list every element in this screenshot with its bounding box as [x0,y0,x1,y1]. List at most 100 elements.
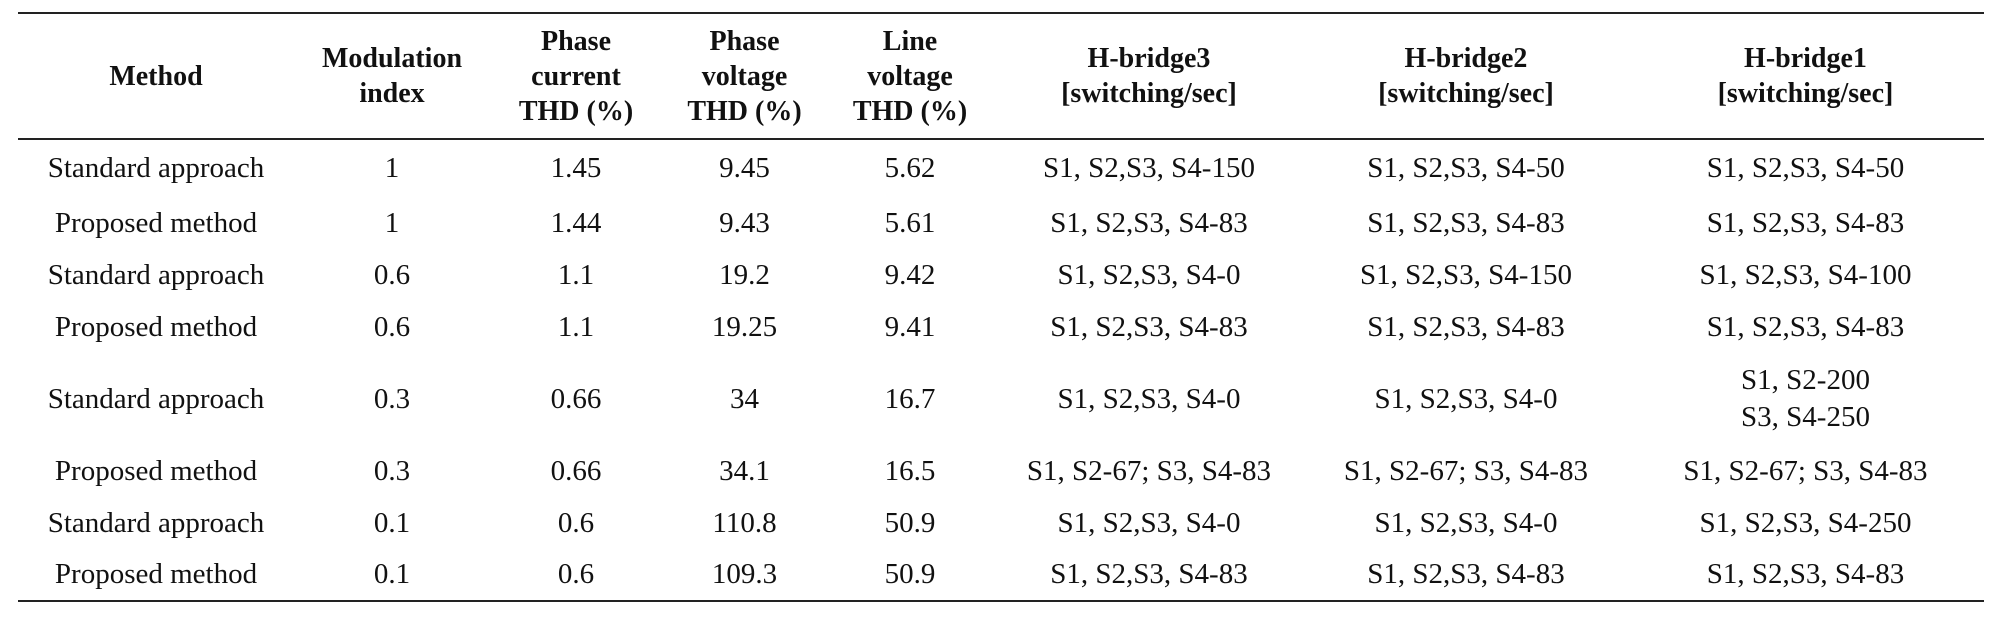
header-phase-current-thd-line-3: THD (%) [518,95,634,127]
header-phase-current-thd: Phase current THD (%) [490,12,662,140]
cell-h-bridge3: S1, S2,S3, S4-83 [1050,310,1248,343]
header-line-voltage-thd-line-2: voltage [867,60,953,92]
cell-modulation-index: 0.6 [373,310,411,343]
cell-h-bridge1: S1, S2-200 S3, S4-250 [1627,353,1984,445]
cell-h-bridge2: S1, S2,S3, S4-83 [1305,549,1627,602]
cell-modulation-index: 1 [384,206,400,239]
cell-h-bridge3: S1, S2,S3, S4-0 [1057,382,1241,415]
cell-method: Proposed method [54,310,258,343]
table-row: Proposed method 1 1.44 9.43 5.61 S1, S2,… [18,197,1984,249]
cell-method: Standard approach [47,152,265,184]
header-phase-current-thd-line-2: current [531,60,621,92]
cell-h-bridge1: S1, S2,S3, S4-100 [1699,258,1912,291]
header-h-bridge1-line-1: H-bridge1 [1744,43,1867,74]
cell-method: Proposed method [54,454,258,487]
cell-line-voltage-thd: 5.61 [884,206,936,239]
table-row: Proposed method 0.6 1.1 19.25 9.41 S1, S… [18,301,1984,353]
cell-h-bridge3: S1, S2,S3, S4-83 [1050,206,1248,239]
cell-modulation-index: 0.3 [373,454,411,487]
cell-line-voltage-thd: 50.9 [884,506,936,539]
header-line-voltage-thd-line-1: Line [882,25,938,57]
cell-phase-current-thd: 1.45 [550,152,602,184]
header-modulation-index-line-2: index [359,78,425,109]
header-phase-voltage-thd-line-2: voltage [701,60,788,92]
header-h-bridge3-line-2: [switching/sec] [1061,78,1237,109]
cell-method: Standard approach [47,258,265,291]
table-row: Standard approach 0.6 1.1 19.2 9.42 S1, … [18,249,1984,301]
header-h-bridge2-line-2: [switching/sec] [1378,78,1554,109]
cell-phase-current-thd: 0.66 [550,454,602,487]
cell-method: Standard approach [47,506,265,539]
header-phase-voltage-thd-line-1: Phase [709,25,780,57]
cell-phase-current-thd: 1.44 [550,206,602,239]
header-line-voltage-thd: Line voltage THD (%) [827,12,993,140]
cell-h-bridge2: S1, S2,S3, S4-0 [1374,382,1558,415]
cell-h-bridge1: S1, S2,S3, S4-83 [1627,549,1984,602]
header-h-bridge2: H-bridge2 [switching/sec] [1305,12,1627,140]
cell-h-bridge3: S1, S2,S3, S4-150 [1043,152,1255,184]
cell-h-bridge1-line-2: S3, S4-250 [1741,401,1870,433]
cell-line-voltage-thd: 9.42 [884,258,936,291]
cell-line-voltage-thd: 9.41 [884,310,936,343]
cell-h-bridge2: S1, S2-67; S3, S4-83 [1343,454,1589,487]
cell-line-voltage-thd: 50.9 [827,549,993,602]
header-h-bridge2-line-1: H-bridge2 [1404,43,1528,74]
cell-h-bridge2: S1, S2,S3, S4-50 [1367,152,1565,184]
cell-h-bridge3: S1, S2,S3, S4-0 [1057,506,1241,539]
cell-line-voltage-thd: 5.62 [884,152,936,184]
header-row: Method Modulation index Phase current TH… [18,12,1984,140]
cell-h-bridge1: S1, S2,S3, S4-83 [1706,310,1905,343]
table-row: Proposed method 0.3 0.66 34.1 16.5 S1, S… [18,445,1984,497]
cell-line-voltage-thd: 16.7 [884,382,936,415]
cell-phase-voltage-thd: 34 [730,382,759,415]
header-line-voltage-thd-line-3: THD (%) [852,95,968,127]
cell-h-bridge2: S1, S2,S3, S4-150 [1360,258,1572,291]
cell-h-bridge1: S1, S2-67; S3, S4-83 [1683,454,1928,487]
cell-phase-voltage-thd: 34.1 [719,454,770,487]
cell-h-bridge1-line-1: S1, S2-200 [1741,364,1870,396]
data-table: Method Modulation index Phase current TH… [18,12,1984,602]
table-header: Method Modulation index Phase current TH… [18,12,1984,140]
cell-phase-current-thd: 1.1 [557,258,595,291]
header-h-bridge3-line-1: H-bridge3 [1087,43,1211,74]
table-row: Standard approach 0.3 0.66 34 16.7 S1, S… [18,353,1984,445]
cell-phase-voltage-thd: 109.3 [662,549,827,602]
cell-modulation-index: 0.1 [373,506,411,539]
cell-modulation-index: 1 [384,152,400,184]
table-row: Standard approach 0.1 0.6 110.8 50.9 S1,… [18,497,1984,549]
header-modulation-index-line-1: Modulation [321,43,463,74]
header-h-bridge3: H-bridge3 [switching/sec] [993,12,1305,140]
cell-line-voltage-thd: 16.5 [884,454,936,487]
cell-h-bridge2: S1, S2,S3, S4-0 [1374,506,1558,539]
header-phase-voltage-thd-line-3: THD (%) [687,95,802,127]
cell-modulation-index: 0.3 [373,382,411,415]
header-modulation-index: Modulation index [294,12,490,140]
table-body: Standard approach 1 1.45 9.45 5.62 S1, S… [18,139,1984,602]
cell-phase-current-thd: 0.66 [550,382,602,415]
cell-phase-voltage-thd: 9.45 [719,152,770,184]
header-phase-current-thd-line-1: Phase [541,25,611,57]
cell-modulation-index: 0.6 [373,258,411,291]
header-h-bridge1-line-2: [switching/sec] [1717,78,1894,109]
cell-h-bridge3: S1, S2,S3, S4-83 [993,549,1305,602]
cell-phase-current-thd: 0.6 [490,549,662,602]
cell-h-bridge1: S1, S2,S3, S4-50 [1706,152,1905,184]
cell-method: Proposed method [18,549,294,602]
header-phase-voltage-thd: Phase voltage THD (%) [662,12,827,140]
header-h-bridge1: H-bridge1 [switching/sec] [1627,12,1984,140]
cell-h-bridge1: S1, S2,S3, S4-83 [1706,206,1905,239]
table-row: Standard approach 1 1.45 9.45 5.62 S1, S… [18,139,1984,197]
cell-modulation-index: 0.1 [294,549,490,602]
cell-phase-voltage-thd: 19.2 [719,258,770,291]
cell-h-bridge2: S1, S2,S3, S4-83 [1367,206,1565,239]
cell-h-bridge2: S1, S2,S3, S4-83 [1367,310,1565,343]
data-table-container: Method Modulation index Phase current TH… [18,12,1984,602]
header-method: Method [18,12,294,140]
cell-phase-voltage-thd: 110.8 [712,506,777,539]
cell-phase-voltage-thd: 19.25 [711,310,778,343]
cell-phase-current-thd: 0.6 [557,506,595,539]
header-method-line-1: Method [109,60,203,92]
cell-h-bridge3: S1, S2,S3, S4-0 [1057,258,1241,291]
cell-method: Standard approach [47,382,265,415]
cell-h-bridge1: S1, S2,S3, S4-250 [1699,506,1912,539]
